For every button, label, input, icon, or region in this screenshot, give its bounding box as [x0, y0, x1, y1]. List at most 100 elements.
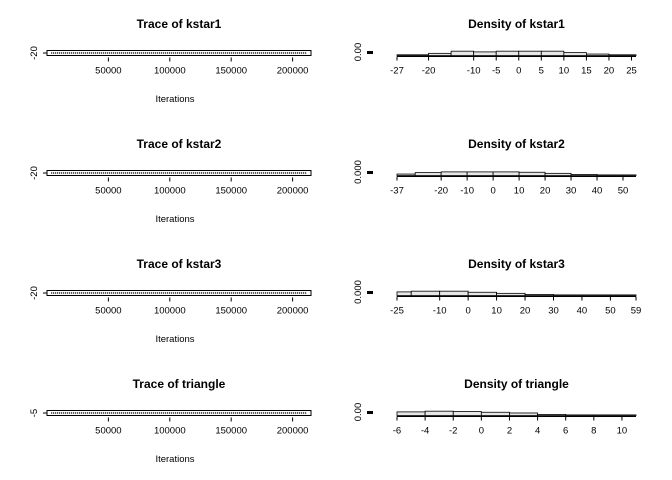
- density-bar: [544, 172, 572, 176]
- x-tick-label: -20: [422, 66, 436, 77]
- density-bar: [537, 414, 567, 416]
- density-title: Density of kstar1: [468, 17, 565, 31]
- x-tick-label: 10: [559, 66, 570, 77]
- density-title: Density of kstar3: [468, 257, 565, 271]
- x-tick-label: 100000: [154, 426, 186, 437]
- trace-title: Trace of triangle: [133, 377, 226, 391]
- x-tick-label: 50: [605, 306, 616, 317]
- x-tick-label: -25: [390, 306, 404, 317]
- density-bar: [396, 173, 416, 176]
- x-tick-label: 59: [631, 306, 642, 317]
- x-tick-label: 40: [577, 306, 588, 317]
- x-tick-label: 150000: [215, 66, 247, 77]
- x-tick-label: 150000: [215, 426, 247, 437]
- density-bar: [424, 410, 454, 416]
- x-tick-label: -37: [390, 186, 404, 197]
- density-bar: [466, 171, 494, 176]
- density-bar: [439, 290, 469, 296]
- y-tick-label: 0.000: [353, 160, 364, 184]
- density-bar: [581, 294, 611, 296]
- x-tick-label: 20: [540, 186, 551, 197]
- density-bar: [570, 174, 598, 176]
- density-bar: [496, 292, 526, 296]
- trace-title: Trace of kstar1: [137, 17, 222, 31]
- x-tick-label: 50000: [95, 426, 121, 437]
- y-tick-label: 0.000: [353, 280, 364, 304]
- density-bar: [410, 290, 441, 296]
- density-bar: [396, 291, 412, 296]
- trace-title: Trace of kstar2: [137, 137, 222, 151]
- x-axis-label: Iterations: [155, 214, 194, 225]
- x-tick-label: 100000: [154, 186, 186, 197]
- density-bar: [414, 172, 442, 176]
- density-bar: [596, 174, 624, 176]
- density-bar: [467, 291, 497, 296]
- density-bar: [524, 294, 554, 296]
- density-bar: [585, 53, 610, 56]
- y-tick-label: -5: [29, 409, 40, 417]
- x-tick-label: -5: [492, 66, 500, 77]
- x-tick-label: 150000: [215, 186, 247, 197]
- y-tick: [367, 171, 373, 174]
- density-bar: [428, 52, 452, 56]
- density-bar: [509, 412, 538, 416]
- x-tick-label: 50000: [95, 186, 121, 197]
- density-bar: [480, 411, 510, 416]
- density-bar: [553, 294, 583, 296]
- y-tick: [367, 411, 373, 414]
- density-bar: [396, 411, 426, 416]
- density-bar: [492, 171, 520, 176]
- x-tick-label: 100000: [154, 66, 186, 77]
- x-axis-label: Iterations: [155, 454, 194, 465]
- x-tick-label: 0: [516, 66, 521, 77]
- x-tick-label: 15: [581, 66, 592, 77]
- density-bar: [450, 50, 475, 56]
- x-tick-label: 10: [617, 426, 628, 437]
- x-tick-label: 25: [626, 66, 637, 77]
- x-tick-label: 200000: [277, 426, 309, 437]
- density-bar: [518, 171, 546, 176]
- density-bar: [473, 51, 497, 56]
- x-tick-label: 50000: [95, 306, 121, 317]
- x-axis-label: Iterations: [155, 334, 194, 345]
- density-bar: [452, 411, 482, 416]
- y-tick-label: -20: [29, 286, 40, 300]
- x-tick-label: 0: [490, 186, 495, 197]
- x-tick-label: -10: [433, 306, 447, 317]
- x-tick-label: -10: [460, 186, 474, 197]
- density-title: Density of triangle: [464, 377, 569, 391]
- density-bar: [540, 50, 565, 56]
- y-tick-label: 0.00: [353, 403, 364, 422]
- y-tick: [367, 51, 373, 54]
- x-tick-label: 150000: [215, 306, 247, 317]
- x-tick-label: 200000: [277, 306, 309, 317]
- x-tick-label: 200000: [277, 186, 309, 197]
- density-bar: [608, 54, 637, 56]
- x-tick-label: -27: [390, 66, 404, 77]
- density-bar: [518, 50, 542, 56]
- x-tick-label: 100000: [154, 306, 186, 317]
- x-tick-label: 0: [479, 426, 484, 437]
- y-tick: [367, 291, 373, 294]
- x-tick-label: 30: [548, 306, 559, 317]
- density-bar: [396, 54, 429, 56]
- x-tick-label: -10: [467, 66, 481, 77]
- x-tick-label: 5: [539, 66, 544, 77]
- x-tick-label: 10: [514, 186, 525, 197]
- x-tick-label: 20: [520, 306, 531, 317]
- x-tick-label: 0: [465, 306, 470, 317]
- y-tick-label: -20: [29, 46, 40, 60]
- x-tick-label: 8: [591, 426, 596, 437]
- x-tick-label: 6: [563, 426, 568, 437]
- density-bar: [622, 174, 637, 176]
- density-bar: [593, 414, 637, 416]
- x-tick-label: -6: [393, 426, 401, 437]
- x-tick-label: 40: [592, 186, 603, 197]
- x-axis-label: Iterations: [155, 94, 194, 105]
- x-tick-label: 50000: [95, 66, 121, 77]
- x-tick-label: 200000: [277, 66, 309, 77]
- y-tick-label: 0.00: [353, 43, 364, 62]
- x-tick-label: 2: [507, 426, 512, 437]
- x-tick-label: -20: [434, 186, 448, 197]
